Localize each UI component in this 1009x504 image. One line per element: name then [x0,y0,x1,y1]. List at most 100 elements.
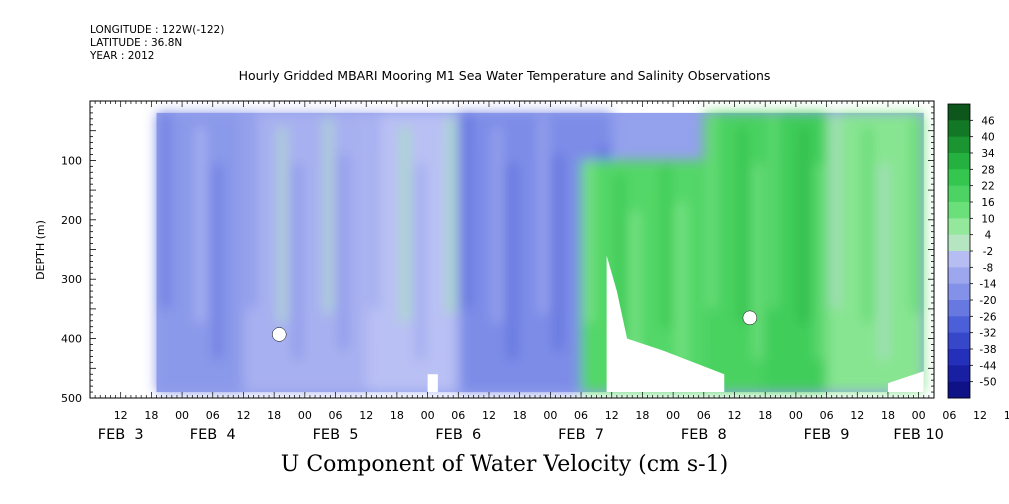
y-tick-label: 200 [61,214,82,227]
x-hour-label: 12 [728,409,742,422]
colorbar-label: -50 [979,377,996,389]
x-hour-label: 18 [390,409,404,422]
colorbar-swatch [948,234,970,252]
colorbar-label: 4 [985,230,992,242]
colorbar-label: -44 [979,360,996,372]
missing-data [427,374,438,393]
x-hour-label: 00 [298,409,312,422]
heatmap-streak [248,112,255,309]
heatmap-streak [880,163,888,360]
y-tick-label: 300 [61,273,82,286]
colorbar-swatch [948,316,970,334]
x-hour-label: 00 [421,409,435,422]
heatmap-streak [815,163,823,360]
colorbar: 46 40 34 28 22 16 10 4 -2 -8 -14 -20 -26 -32 -38 -44 -50 [947,103,997,399]
x-day-label: FEB 8 [681,427,727,443]
missing-data [887,371,924,393]
heatmap-streak [616,174,624,337]
x-hour-label: 06 [451,409,465,422]
heatmap-streak [161,112,170,309]
colorbar-swatch [948,169,970,187]
colorbar-swatch [948,267,970,285]
heatmap-streak [769,112,777,309]
colorbar-swatch [948,185,970,203]
heatmap-streak [447,117,455,314]
x-hour-label: 12 [850,409,864,422]
x-hour-label: 18 [1004,409,1009,422]
x-hour-label: 00 [666,409,680,422]
colorbar-label: 34 [981,148,995,160]
x-hour-label: 06 [942,409,956,422]
heatmap-streak [863,126,872,323]
colorbar-label: 16 [981,197,995,209]
x-hour-label: 18 [881,409,895,422]
heatmap-streak [179,149,187,346]
colorbar-label: -8 [983,262,993,274]
heatmap-streak [309,140,317,337]
colorbar-swatch [948,120,970,138]
colorbar-label: 10 [981,213,994,225]
colorbar-swatch [948,104,970,121]
heatmap-streak [912,117,920,314]
colorbar-swatch [948,332,970,350]
heatmap-streak [708,112,716,309]
heatmap-streak [831,112,839,309]
colorbar-label: -32 [979,328,996,340]
heatmap-streak [785,149,793,346]
heatmap-streak [539,117,547,314]
heatmap-streak [723,149,731,346]
heatmap-streak [278,126,286,323]
colorbar-label: -2 [983,246,993,258]
x-hour-label: 06 [697,409,711,422]
heatmap-streak [662,165,670,328]
x-hour-label: 00 [175,409,189,422]
y-axis-label: DEPTH (m) [34,220,47,280]
missing-data-hole [742,310,758,326]
heatmap-streak [739,126,747,323]
heatmap-streak [647,188,654,351]
heatmap-streak [196,126,205,323]
y-axis: 100 200 300 400 500 [61,100,934,405]
variable-title: U Component of Water Velocity (cm s-1) [280,452,729,477]
heatmap-streak [585,160,593,323]
heatmap-region [243,112,367,393]
heatmap-streak [340,154,348,351]
heatmap-streak [677,202,685,365]
colorbar-swatch [948,300,970,317]
x-hour-label: 18 [144,409,158,422]
heatmap-streak [355,131,363,328]
heatmap-streak [370,112,378,309]
colorbar-label: -14 [979,279,996,291]
x-day-label: FEB 3 [98,427,144,443]
heatmap-region [366,112,459,393]
latitude-label: LATITUDE : 36.8N [90,37,183,49]
heatmap-streak [847,149,855,346]
x-hour-label: 12 [605,409,619,422]
heatmap-streak [601,197,608,360]
colorbar-label: 22 [981,181,994,193]
colorbar-swatch [948,381,970,399]
x-hour-label: 18 [635,409,649,422]
heatmap-streak [554,154,562,351]
x-hour-label: 12 [482,409,496,422]
x-hour-label: 18 [758,409,772,422]
heatmap-field [156,112,924,393]
colorbar-label: 28 [981,164,994,176]
colorbar-swatch [948,218,970,236]
heatmap-region [826,112,924,393]
colorbar-label: -38 [979,344,996,356]
x-day-label: FEB 6 [435,427,481,443]
heatmap-streak [294,163,301,360]
x-hour-label: 18 [513,409,527,422]
x-day-label: FEB 9 [804,427,850,443]
heatmap-streak [213,163,222,360]
y-tick-label: 500 [61,392,82,405]
heatmap-streak [462,112,470,309]
heatmap-streak [631,211,639,374]
heatmap-streak [754,163,762,360]
missing-data [606,255,725,393]
y-tick-label: 100 [61,154,82,167]
heatmap-streak [800,126,808,323]
x-day-label: FEB 4 [190,427,236,443]
